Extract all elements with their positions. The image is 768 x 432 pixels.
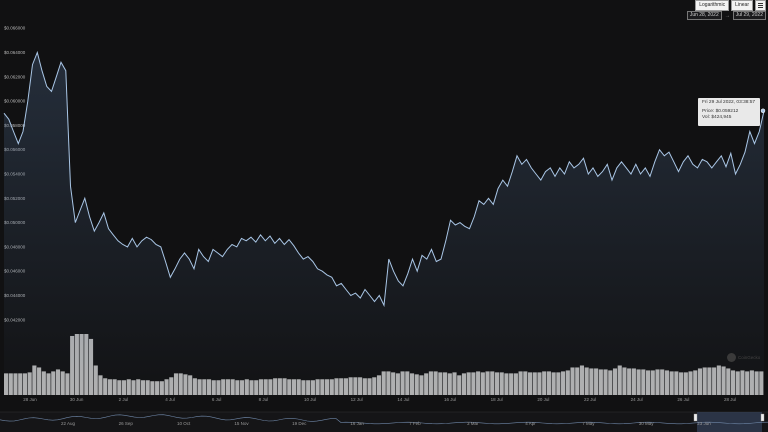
price-area	[4, 52, 764, 395]
navigator-label: 4 Apr	[525, 421, 536, 426]
x-tick-label: 20 Jul	[537, 397, 549, 402]
x-tick-label: 16 Jul	[444, 397, 456, 402]
x-tick-label: 24 Jul	[631, 397, 643, 402]
navigator-label: 19 Dec	[292, 421, 307, 426]
y-tick-label: $0.066000	[4, 26, 26, 31]
tooltip-price: Price: $0.059212	[702, 109, 739, 114]
x-tick-label: 30 Jun	[70, 397, 84, 402]
x-tick-label: 22 Jul	[584, 397, 596, 402]
x-tick-label: 8 Jul	[259, 397, 269, 402]
navigator-label: 16 Jan	[350, 421, 364, 426]
x-tick-label: 26 Jul	[677, 397, 689, 402]
y-tick-label: $0.062000	[4, 74, 26, 79]
x-axis-labels: 28 Jun 30 Jun 2 Jul 4 Jul 6 Jul 8 Jul 10 Jul 12…	[23, 397, 736, 402]
hover-marker	[760, 108, 766, 114]
x-tick-label: 10 Jul	[304, 397, 316, 402]
x-tick-label: 2 Jul	[119, 397, 129, 402]
navigator-label: 10 Oct	[177, 421, 191, 426]
navigator-labels: 22 Aug 26 Sep 10 Oct 15 Nov 19 Dec 16 Jan 7 Fe…	[61, 421, 711, 426]
tooltip-volume: Vol: $424,945	[702, 115, 732, 120]
navigator-label: 22 Aug	[61, 421, 76, 426]
x-tick-label: 6 Jul	[212, 397, 222, 402]
navigator	[0, 411, 768, 432]
navigator-selection	[697, 412, 762, 432]
linear-button[interactable]: Linear	[731, 0, 753, 11]
navigator-line	[0, 414, 768, 425]
x-tick-label: 12 Jul	[351, 397, 363, 402]
coingecko-watermark: CoinGecko	[727, 353, 760, 362]
x-tick-label: 18 Jul	[491, 397, 503, 402]
range-from-input[interactable]: Jun 28, 2022	[686, 11, 722, 20]
x-tick-label: 4 Jul	[165, 397, 175, 402]
x-tick-label: 28 Jun	[23, 397, 37, 402]
navigator-label: 15 Nov	[234, 421, 249, 426]
navigator-handle-left	[693, 413, 698, 422]
navigator-handle-right	[760, 413, 765, 422]
price-tooltip: Fri 29 Jul 2022, 03:38:57 Price: $0.0592…	[698, 98, 760, 126]
x-tick-label: 28 Jul	[724, 397, 736, 402]
arrow-right-icon: →	[724, 12, 730, 19]
price-line	[3, 50, 765, 308]
navigator-label: 3 Mar	[467, 421, 479, 426]
scale-toolbar: Logarithmic Linear	[695, 0, 766, 11]
navigator-label: 7 Feb	[409, 421, 421, 426]
tooltip-date: Fri 29 Jul 2022, 03:38:57	[702, 100, 756, 105]
navigator-label: 23 Jun	[697, 421, 711, 426]
y-tick-label: $0.058000	[4, 123, 26, 128]
date-range: Jun 28, 2022 → Jul 29, 2022	[686, 11, 766, 20]
x-tick-label: 14 Jul	[397, 397, 409, 402]
navigator-label: 7 May	[582, 421, 595, 426]
y-tick-label: $0.060000	[4, 99, 26, 104]
coingecko-logo-icon	[727, 353, 736, 362]
navigator-label: 30 May	[639, 421, 655, 426]
logarithmic-button[interactable]: Logarithmic	[695, 0, 730, 11]
range-to-input[interactable]: Jul 29, 2022	[732, 11, 766, 20]
menu-icon[interactable]	[755, 0, 766, 11]
navigator-background	[0, 412, 768, 432]
y-tick-label: $0.064000	[4, 50, 26, 55]
navigator-label: 26 Sep	[119, 421, 134, 426]
